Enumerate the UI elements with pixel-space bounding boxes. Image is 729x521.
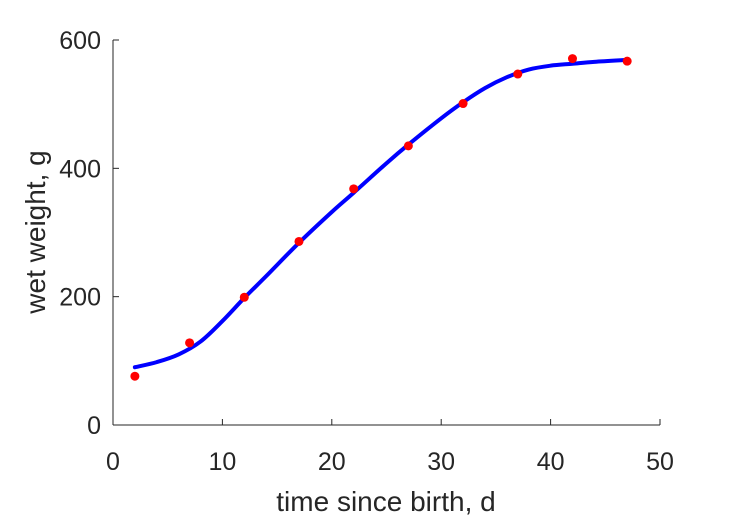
data-point <box>567 54 577 64</box>
data-point <box>349 184 359 194</box>
y-tick-label: 400 <box>59 155 101 183</box>
data-point <box>185 338 195 348</box>
data-point <box>130 371 140 381</box>
x-tick-label: 30 <box>427 448 455 476</box>
x-tick-label: 40 <box>537 448 565 476</box>
y-tick-label: 0 <box>87 412 101 440</box>
series-layer <box>130 54 632 381</box>
ticks: 0 10 20 30 40 50 0 200 400 600 <box>59 27 674 476</box>
data-point <box>294 236 304 246</box>
axes <box>112 40 660 426</box>
x-tick-label: 50 <box>646 448 674 476</box>
x-tick-label: 0 <box>106 448 120 476</box>
data-point <box>622 56 632 66</box>
x-tick-label: 20 <box>318 448 346 476</box>
y-axis-title: wet weight, g <box>20 150 51 314</box>
fit-curve <box>132 57 630 370</box>
x-axis-title: time since birth, d <box>276 486 495 517</box>
y-tick-label: 200 <box>59 284 101 312</box>
y-tick-label: 600 <box>59 27 101 55</box>
data-point <box>403 141 413 151</box>
x-tick-label: 10 <box>208 448 236 476</box>
data-point <box>513 69 523 79</box>
data-point <box>239 292 249 302</box>
data-point <box>458 99 468 109</box>
